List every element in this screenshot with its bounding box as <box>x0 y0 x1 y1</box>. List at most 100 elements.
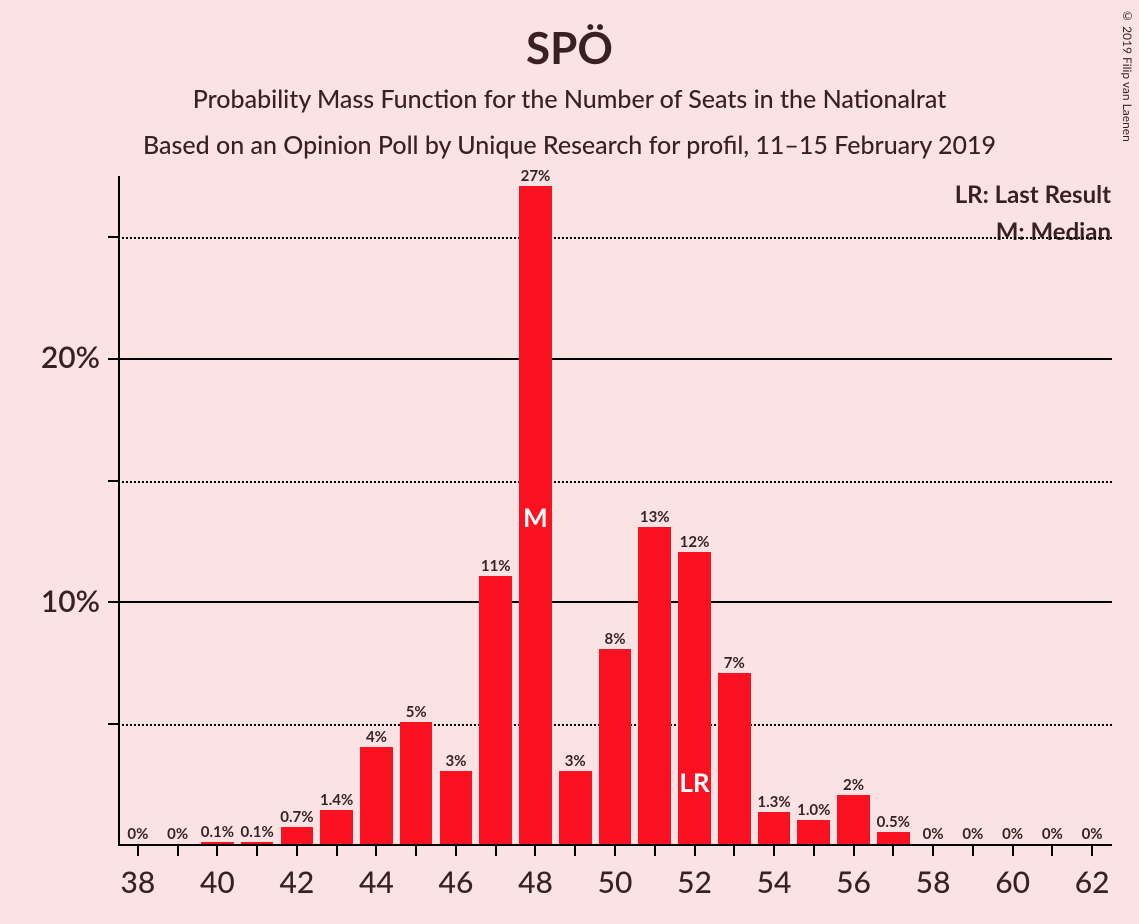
bar <box>638 527 671 844</box>
x-tick <box>1091 846 1093 856</box>
last-result-marker: LR <box>679 766 709 798</box>
x-axis-label: 54 <box>757 864 792 900</box>
x-axis-label: 52 <box>677 864 712 900</box>
x-tick <box>654 846 656 856</box>
bar-value-label: 0.1% <box>241 823 274 841</box>
bar <box>837 795 870 844</box>
bar-value-label: 13% <box>640 508 670 526</box>
bar-value-label: 12% <box>680 533 710 551</box>
grid-major <box>118 358 1112 360</box>
grid-major <box>118 601 1112 603</box>
copyright-text: © 2019 Filip van Laenen <box>1120 8 1135 142</box>
x-tick <box>216 846 218 856</box>
x-tick <box>773 846 775 856</box>
bar-value-label: 1.0% <box>797 801 830 819</box>
bar <box>599 649 632 844</box>
bar-value-label: 3% <box>445 752 466 770</box>
bar <box>797 820 830 844</box>
x-tick <box>296 846 298 856</box>
bar-value-label: 1.3% <box>757 793 790 811</box>
x-tick <box>932 846 934 856</box>
median-marker: M <box>523 501 548 533</box>
bar-value-label: 3% <box>565 752 586 770</box>
bar-value-label: 27% <box>521 167 551 185</box>
bar-value-label: 0% <box>923 825 944 843</box>
x-tick <box>892 846 894 856</box>
x-axis-label: 62 <box>1075 864 1110 900</box>
grid-minor <box>118 237 1112 239</box>
x-axis-label: 38 <box>120 864 155 900</box>
x-tick <box>534 846 536 856</box>
chart-title: SPÖ <box>0 22 1139 74</box>
x-axis-label: 60 <box>995 864 1030 900</box>
bar <box>559 771 592 844</box>
bar-value-label: 0% <box>1002 825 1023 843</box>
y-axis-label: 10% <box>0 583 100 619</box>
x-axis-label: 40 <box>200 864 235 900</box>
x-tick <box>137 846 139 856</box>
bar-value-label: 0% <box>127 825 148 843</box>
y-tick <box>108 723 118 725</box>
bar-value-label: 5% <box>406 703 427 721</box>
bar <box>320 810 353 844</box>
bar <box>241 842 274 844</box>
chart-subtitle-2: Based on an Opinion Poll by Unique Resea… <box>0 130 1139 160</box>
plot-area: 10%20%0%0%0.1%0.1%0.7%1.4%4%5%3%11%27%M3… <box>118 176 1112 846</box>
bar <box>678 552 711 844</box>
bar-value-label: 2% <box>843 776 864 794</box>
bar <box>877 832 910 844</box>
x-tick <box>177 846 179 856</box>
x-tick <box>455 846 457 856</box>
x-tick <box>813 846 815 856</box>
x-tick <box>574 846 576 856</box>
x-tick <box>375 846 377 856</box>
x-tick <box>733 846 735 856</box>
bar <box>758 812 791 844</box>
x-axis-label: 44 <box>359 864 394 900</box>
x-axis-label: 48 <box>518 864 553 900</box>
bar-value-label: 1.4% <box>320 791 353 809</box>
y-tick <box>108 601 118 603</box>
bar <box>479 576 512 844</box>
bar-value-label: 7% <box>724 654 745 672</box>
y-tick <box>108 358 118 360</box>
x-axis-label: 42 <box>280 864 315 900</box>
bar-value-label: 0% <box>1042 825 1063 843</box>
bar-value-label: 8% <box>605 630 626 648</box>
bar <box>440 771 473 844</box>
bar-value-label: 4% <box>366 728 387 746</box>
bar-value-label: 0.5% <box>877 813 910 831</box>
bar <box>360 747 393 844</box>
bar <box>201 842 234 844</box>
bar-value-label: 0% <box>167 825 188 843</box>
x-tick <box>972 846 974 856</box>
x-axis-label: 56 <box>836 864 871 900</box>
y-tick <box>108 480 118 482</box>
bar-value-label: 0% <box>962 825 983 843</box>
x-axis-label: 58 <box>916 864 951 900</box>
x-tick <box>495 846 497 856</box>
x-tick <box>1012 846 1014 856</box>
x-tick <box>853 846 855 856</box>
x-tick <box>614 846 616 856</box>
bar <box>281 827 314 844</box>
bar-value-label: 0.1% <box>201 823 234 841</box>
y-axis-label: 20% <box>0 339 100 375</box>
y-tick <box>108 236 118 238</box>
x-tick <box>256 846 258 856</box>
bar-value-label: 11% <box>481 557 511 575</box>
grid-minor <box>118 481 1112 483</box>
x-tick <box>694 846 696 856</box>
x-axis-label: 50 <box>598 864 633 900</box>
bar-value-label: 0% <box>1082 825 1103 843</box>
chart-canvas: SPÖ Probability Mass Function for the Nu… <box>0 0 1139 924</box>
x-tick <box>415 846 417 856</box>
y-axis <box>118 176 120 846</box>
x-axis-label: 46 <box>439 864 474 900</box>
bar <box>718 673 751 844</box>
x-tick <box>1051 846 1053 856</box>
bar <box>400 722 433 844</box>
x-tick <box>336 846 338 856</box>
chart-subtitle-1: Probability Mass Function for the Number… <box>0 84 1139 114</box>
bar-value-label: 0.7% <box>280 808 313 826</box>
